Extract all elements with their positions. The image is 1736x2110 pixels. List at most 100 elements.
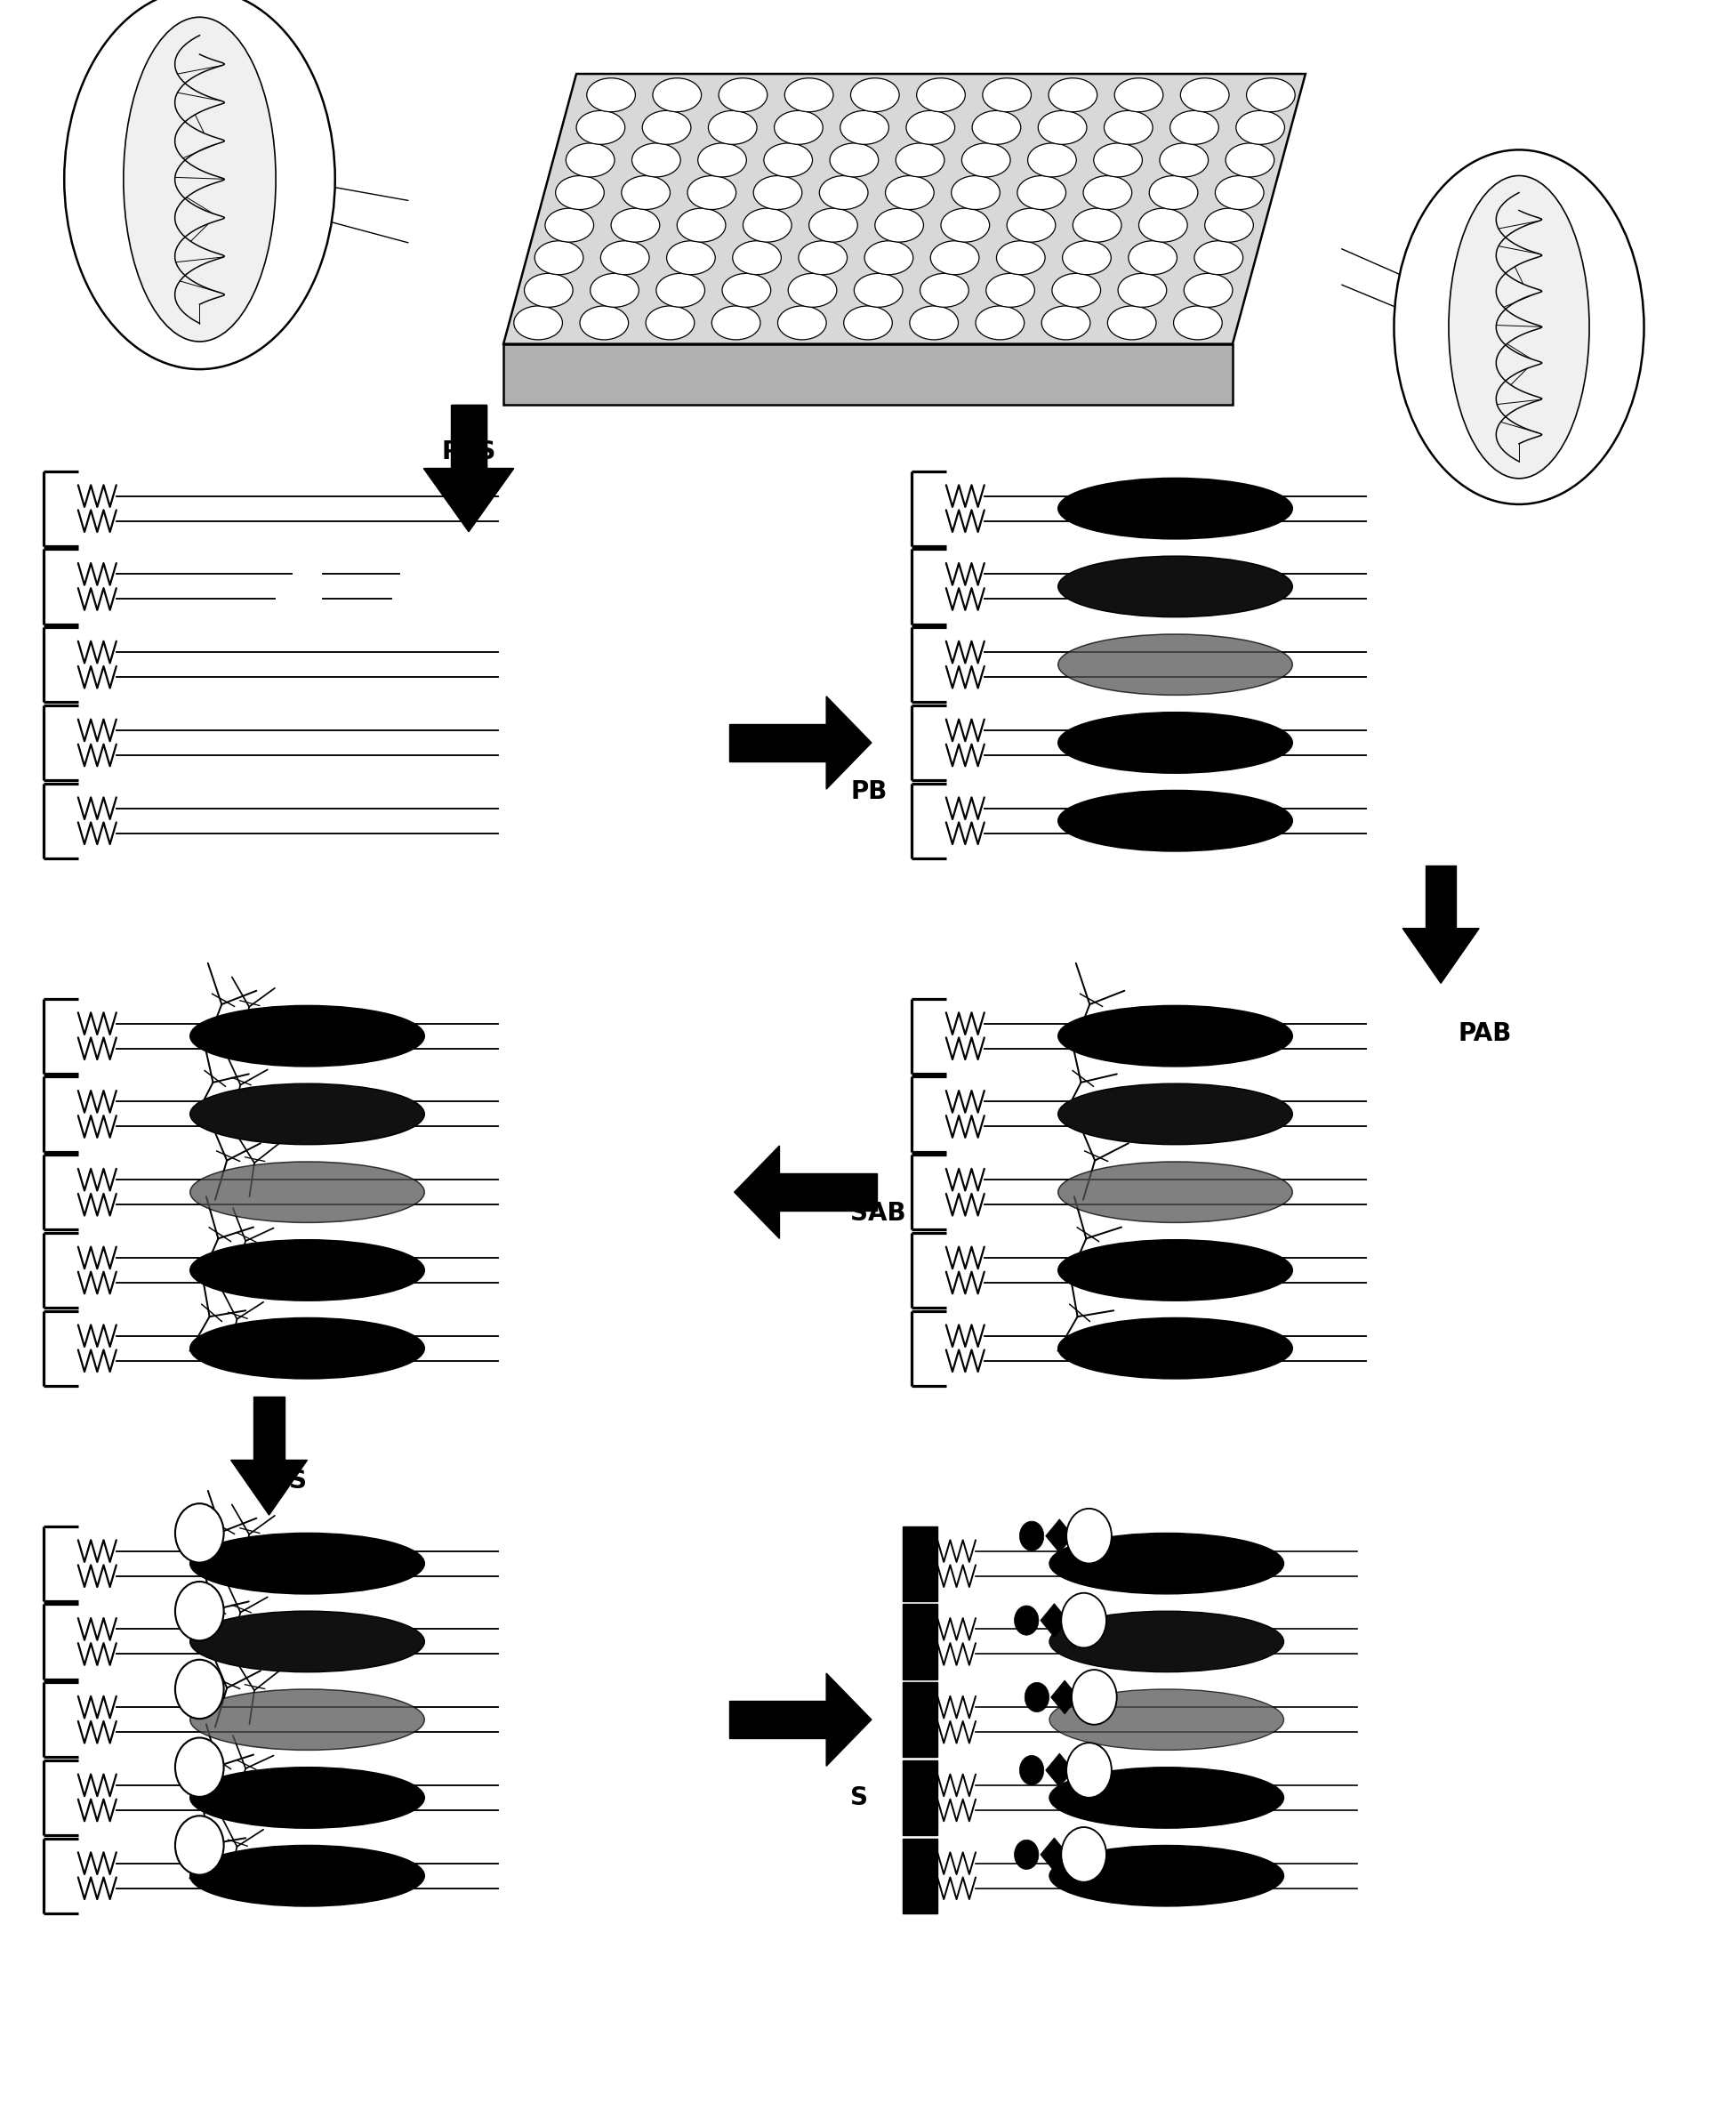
Polygon shape xyxy=(231,1460,307,1515)
Ellipse shape xyxy=(556,175,604,209)
Ellipse shape xyxy=(1108,306,1156,340)
Ellipse shape xyxy=(743,209,792,243)
Ellipse shape xyxy=(687,175,736,209)
Polygon shape xyxy=(903,1838,937,1914)
Ellipse shape xyxy=(189,1006,425,1066)
Ellipse shape xyxy=(646,306,694,340)
Ellipse shape xyxy=(587,78,635,112)
Ellipse shape xyxy=(785,78,833,112)
Ellipse shape xyxy=(1448,175,1590,479)
Polygon shape xyxy=(1425,865,1457,928)
Circle shape xyxy=(1061,1593,1106,1648)
Ellipse shape xyxy=(189,1163,425,1222)
Ellipse shape xyxy=(1184,274,1233,308)
Ellipse shape xyxy=(1236,110,1285,143)
Polygon shape xyxy=(1050,1680,1078,1713)
Ellipse shape xyxy=(865,241,913,274)
Ellipse shape xyxy=(1050,1534,1285,1593)
Polygon shape xyxy=(779,1173,877,1211)
Circle shape xyxy=(1061,1827,1106,1882)
Ellipse shape xyxy=(1050,1612,1285,1671)
Ellipse shape xyxy=(1059,1085,1292,1144)
Polygon shape xyxy=(903,1604,937,1680)
Ellipse shape xyxy=(986,274,1035,308)
Ellipse shape xyxy=(972,110,1021,143)
Circle shape xyxy=(175,1582,224,1642)
Text: S: S xyxy=(851,1785,868,1810)
Ellipse shape xyxy=(799,241,847,274)
Circle shape xyxy=(1066,1509,1111,1564)
Ellipse shape xyxy=(809,209,858,243)
Ellipse shape xyxy=(764,143,812,177)
Ellipse shape xyxy=(1394,150,1644,504)
Circle shape xyxy=(1014,1606,1038,1635)
Ellipse shape xyxy=(920,274,969,308)
Ellipse shape xyxy=(667,241,715,274)
Text: PB: PB xyxy=(851,779,887,804)
Ellipse shape xyxy=(545,209,594,243)
Circle shape xyxy=(175,1661,224,1720)
Polygon shape xyxy=(425,468,512,528)
Ellipse shape xyxy=(875,209,924,243)
Ellipse shape xyxy=(632,143,681,177)
Ellipse shape xyxy=(1246,78,1295,112)
Ellipse shape xyxy=(1174,306,1222,340)
Polygon shape xyxy=(826,696,871,789)
Ellipse shape xyxy=(1042,306,1090,340)
Ellipse shape xyxy=(576,110,625,143)
Ellipse shape xyxy=(611,209,660,243)
Ellipse shape xyxy=(189,1085,425,1144)
Ellipse shape xyxy=(1062,241,1111,274)
Polygon shape xyxy=(424,468,514,532)
Text: SAB: SAB xyxy=(851,1201,906,1226)
Polygon shape xyxy=(903,1682,937,1758)
Ellipse shape xyxy=(1049,78,1097,112)
Ellipse shape xyxy=(1139,209,1187,243)
Ellipse shape xyxy=(1052,274,1101,308)
Ellipse shape xyxy=(1028,143,1076,177)
Ellipse shape xyxy=(819,175,868,209)
Ellipse shape xyxy=(1118,274,1167,308)
Ellipse shape xyxy=(1194,241,1243,274)
Ellipse shape xyxy=(719,78,767,112)
Text: DS: DS xyxy=(269,1469,307,1494)
Ellipse shape xyxy=(1059,635,1292,694)
Ellipse shape xyxy=(514,306,562,340)
Ellipse shape xyxy=(653,78,701,112)
Circle shape xyxy=(175,1504,224,1564)
Polygon shape xyxy=(1040,1838,1068,1872)
Ellipse shape xyxy=(656,274,705,308)
Text: PBS: PBS xyxy=(441,439,496,464)
Ellipse shape xyxy=(580,306,628,340)
Ellipse shape xyxy=(677,209,726,243)
Ellipse shape xyxy=(566,143,615,177)
Polygon shape xyxy=(1045,1519,1073,1553)
Ellipse shape xyxy=(962,143,1010,177)
Ellipse shape xyxy=(64,0,335,369)
Ellipse shape xyxy=(1160,143,1208,177)
Ellipse shape xyxy=(1128,241,1177,274)
Ellipse shape xyxy=(951,175,1000,209)
Polygon shape xyxy=(903,1526,937,1601)
Ellipse shape xyxy=(189,1690,425,1749)
Ellipse shape xyxy=(1205,209,1253,243)
Ellipse shape xyxy=(621,175,670,209)
Ellipse shape xyxy=(854,274,903,308)
Ellipse shape xyxy=(708,110,757,143)
Ellipse shape xyxy=(1073,209,1121,243)
Ellipse shape xyxy=(1017,175,1066,209)
Polygon shape xyxy=(253,1397,285,1460)
Ellipse shape xyxy=(976,306,1024,340)
Circle shape xyxy=(1024,1682,1049,1711)
Ellipse shape xyxy=(906,110,955,143)
Ellipse shape xyxy=(788,274,837,308)
Ellipse shape xyxy=(590,274,639,308)
Ellipse shape xyxy=(1094,143,1142,177)
Circle shape xyxy=(1019,1521,1043,1551)
Polygon shape xyxy=(1045,1753,1073,1787)
Ellipse shape xyxy=(642,110,691,143)
Ellipse shape xyxy=(930,241,979,274)
Ellipse shape xyxy=(844,306,892,340)
Ellipse shape xyxy=(698,143,746,177)
Polygon shape xyxy=(903,1760,937,1836)
